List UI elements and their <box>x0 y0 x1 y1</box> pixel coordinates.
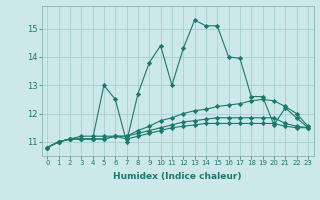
X-axis label: Humidex (Indice chaleur): Humidex (Indice chaleur) <box>113 172 242 181</box>
